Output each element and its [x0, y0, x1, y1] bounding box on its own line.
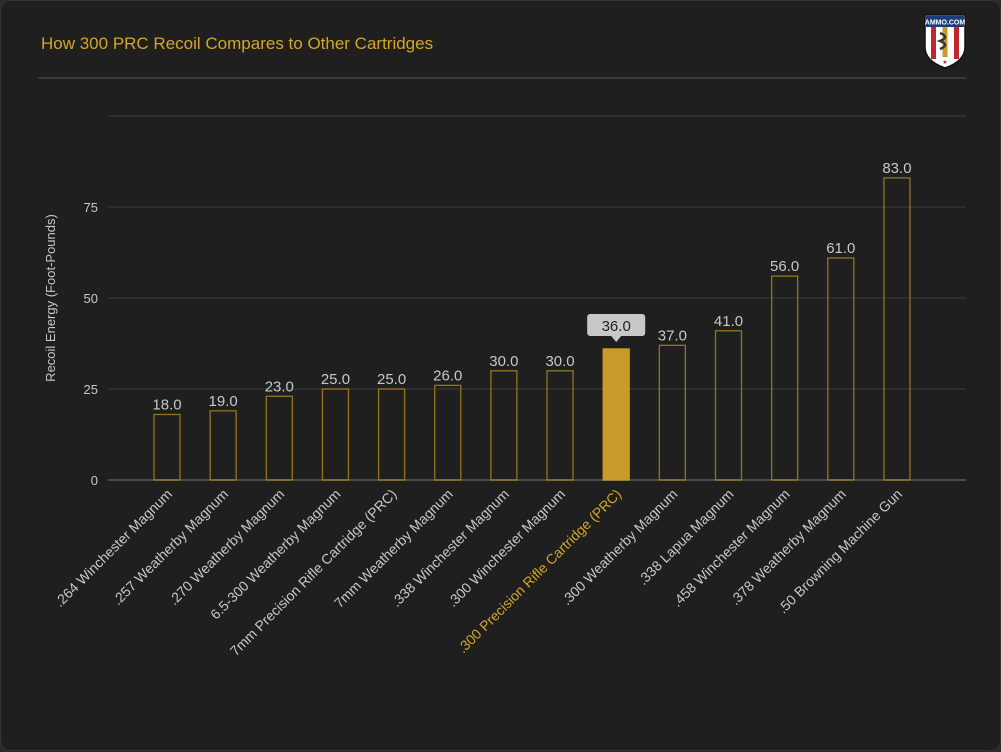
x-tick-label: .300 Winchester Magnum — [444, 486, 568, 610]
data-label: 41.0 — [714, 313, 743, 330]
data-label: 30.0 — [489, 353, 518, 370]
bar — [153, 413, 181, 481]
y-tick-label: 0 — [91, 473, 98, 488]
title-divider — [38, 77, 966, 79]
y-tick-label: 25 — [84, 382, 98, 397]
data-label: 30.0 — [545, 353, 574, 370]
y-tick-label: 50 — [84, 291, 98, 306]
x-tick-label: .378 Weatherby Magnum — [727, 486, 849, 608]
y-tick-label: 75 — [84, 200, 98, 215]
x-tick-label: .300 Weatherby Magnum — [558, 486, 680, 608]
bar — [883, 177, 911, 481]
data-label: 18.0 — [152, 396, 181, 413]
bar — [209, 410, 237, 481]
tooltip-value: 36.0 — [602, 318, 631, 335]
bar — [827, 257, 855, 481]
data-label: 23.0 — [265, 378, 294, 395]
tooltip-box — [587, 313, 646, 342]
data-label: 37.0 — [658, 327, 687, 344]
data-label: 26.0 — [433, 367, 462, 384]
bar — [602, 348, 630, 481]
x-tick-label: .257 Weatherby Magnum — [109, 486, 231, 608]
data-label: 25.0 — [321, 371, 350, 388]
ammo-com-logo-icon: AMMO.COM ★ — [924, 14, 966, 69]
data-label: 83.0 — [882, 160, 911, 177]
bar — [714, 330, 743, 481]
bar — [771, 275, 799, 481]
x-tick-label: .264 Winchester Magnum — [51, 486, 175, 610]
svg-text:★: ★ — [942, 59, 947, 66]
x-tick-label: .270 Weatherby Magnum — [165, 486, 287, 608]
data-label: 19.0 — [209, 393, 238, 410]
bar — [434, 384, 462, 481]
data-label: 56.0 — [770, 258, 799, 275]
x-tick-label: .338 Lapua Magnum — [634, 486, 736, 588]
x-tick-label: .338 Winchester Magnum — [388, 486, 512, 610]
bar — [321, 388, 350, 481]
bar — [490, 370, 518, 481]
x-tick-label: .458 Winchester Magnum — [669, 486, 793, 610]
data-label: 25.0 — [377, 371, 406, 388]
bar — [546, 370, 574, 481]
data-label: 61.0 — [826, 240, 855, 257]
svg-text:AMMO.COM: AMMO.COM — [925, 20, 966, 27]
chart-title: How 300 PRC Recoil Compares to Other Car… — [41, 34, 434, 53]
y-axis-label: Recoil Energy (Foot-Pounds) — [43, 214, 58, 382]
bar — [658, 344, 686, 481]
bar — [377, 388, 406, 481]
bar — [265, 395, 293, 481]
